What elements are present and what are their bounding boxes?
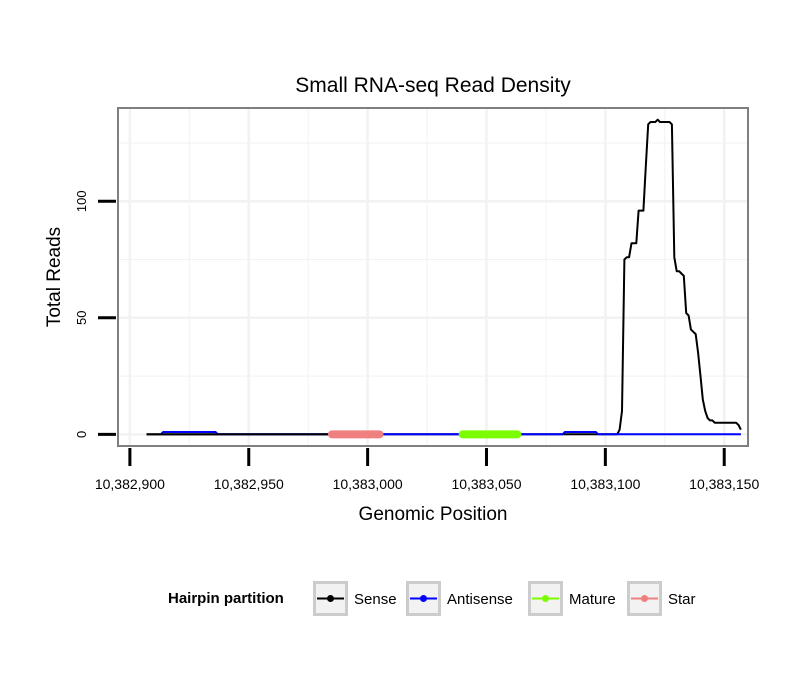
legend-item-antisense: Antisense — [406, 581, 513, 616]
legend-label: Mature — [569, 591, 616, 608]
x-tick-label: 10,383,100 — [570, 476, 640, 492]
series-lines — [146, 118, 742, 436]
series-line-sense — [146, 118, 742, 436]
y-axis-title: Total Reads — [44, 227, 65, 327]
legend-item-star: Star — [627, 581, 696, 616]
x-tick-label: 10,383,150 — [689, 476, 759, 492]
y-tick-label: 50 — [74, 311, 89, 325]
legend-item-mature: Mature — [528, 581, 616, 616]
x-axis-ticks: 10,382,900 10,382,950 10,383,000 10,383,050… — [95, 448, 759, 492]
legend-label: Antisense — [447, 591, 513, 608]
y-axis-ticks: 0 50 100 — [74, 190, 116, 438]
legend-key-point — [542, 595, 549, 602]
legend-label: Sense — [354, 591, 397, 608]
x-tick-label: 10,382,900 — [95, 476, 165, 492]
x-tick-label: 10,383,050 — [451, 476, 521, 492]
legend-key-point — [327, 595, 334, 602]
legend-item-sense: Sense — [313, 581, 397, 616]
legend-title: Hairpin partition — [168, 590, 284, 607]
legend-key-point — [420, 595, 427, 602]
y-tick-label: 0 — [74, 431, 89, 438]
y-tick-label: 100 — [74, 190, 89, 212]
legend-entries: Sense Antisense Mature Star — [313, 581, 696, 616]
plot-border — [117, 107, 749, 447]
series-line-antisense — [160, 431, 741, 436]
legend-key-point — [641, 595, 648, 602]
legend-label: Star — [668, 591, 696, 608]
legend: Hairpin partition Sense Antisense Mature St… — [168, 581, 696, 616]
chart-title: Small RNA-seq Read Density — [295, 74, 571, 97]
x-axis-title: Genomic Position — [359, 504, 508, 525]
plot-panel — [118, 108, 748, 446]
minor-gridlines — [118, 108, 748, 446]
x-tick-label: 10,382,950 — [214, 476, 284, 492]
x-tick-label: 10,383,000 — [333, 476, 403, 492]
